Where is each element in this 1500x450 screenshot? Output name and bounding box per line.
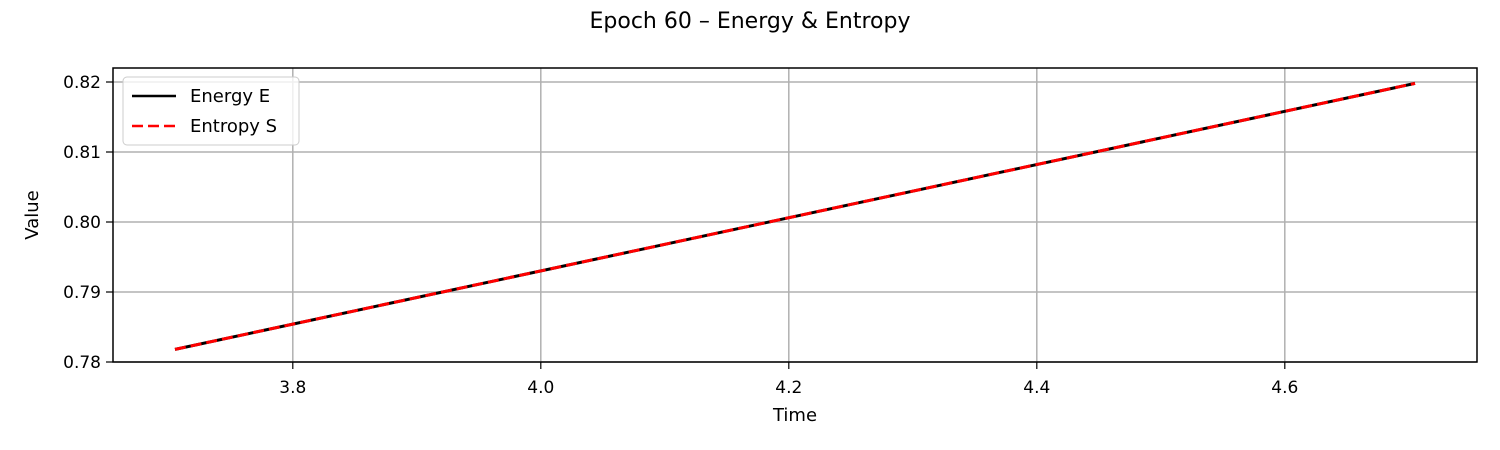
- legend-box: [122, 76, 300, 146]
- legend: Energy E Entropy S: [122, 76, 300, 146]
- x-tick-label: 4.2: [775, 378, 802, 398]
- plot-frame: [112, 67, 1478, 363]
- legend-label-entropy: Entropy S: [190, 116, 277, 137]
- x-tick-label: 4.6: [1271, 378, 1298, 398]
- y-tick-label: 0.81: [63, 143, 101, 163]
- x-tick-label: 4.4: [1023, 378, 1050, 398]
- x-axis: 3.8 4.0 4.2 4.4 4.6: [279, 362, 1298, 398]
- legend-label-energy: Energy E: [190, 86, 270, 107]
- y-axis-title: Value: [22, 190, 43, 239]
- y-tick-label: 0.80: [63, 213, 101, 233]
- y-tick-label: 0.79: [63, 283, 101, 303]
- y-axis: 0.78 0.79 0.80 0.81 0.82: [63, 73, 113, 373]
- chart-title: Epoch 60 – Energy & Entropy: [590, 9, 911, 34]
- series-layer: [174, 81, 1416, 351]
- y-tick-label: 0.78: [63, 353, 101, 373]
- y-tick-label: 0.82: [63, 73, 101, 93]
- x-axis-title: Time: [772, 405, 817, 426]
- x-tick-label: 3.8: [279, 378, 306, 398]
- series-line-entropy-s: [174, 81, 1416, 351]
- x-tick-label: 4.0: [527, 378, 554, 398]
